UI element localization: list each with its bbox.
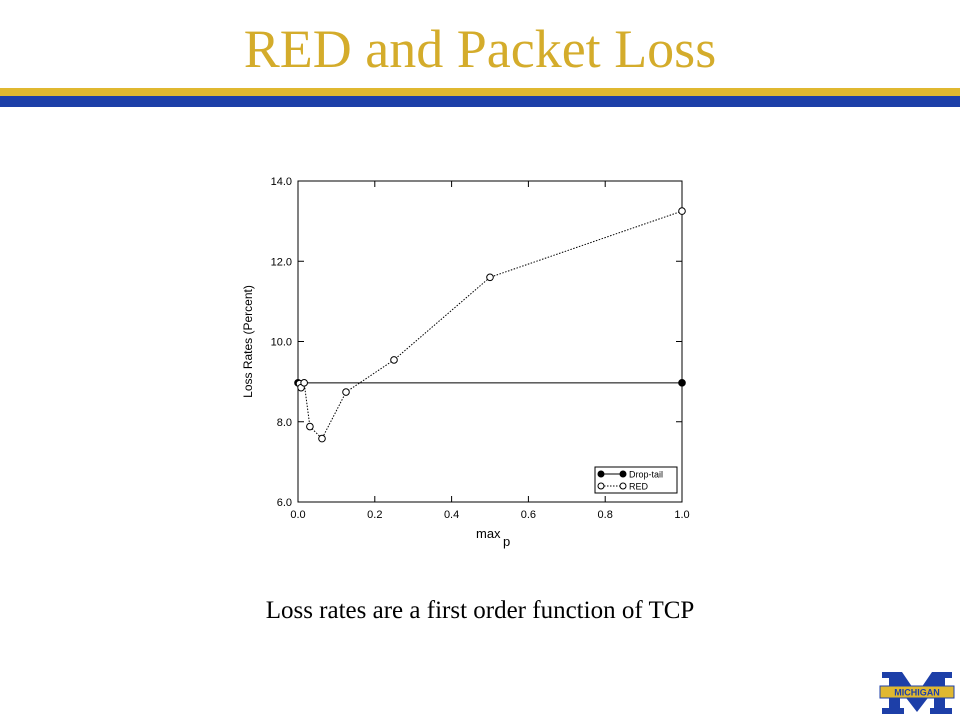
y-tick-label: 14.0 bbox=[271, 176, 292, 188]
data-point bbox=[390, 356, 398, 364]
legend-box bbox=[594, 466, 678, 494]
y-axis-label: Loss Rates (Percent) bbox=[241, 285, 255, 398]
caption: Loss rates are a first order function of… bbox=[266, 597, 695, 624]
data-point bbox=[300, 379, 308, 387]
data-point bbox=[342, 388, 350, 396]
y-tick-label: 12.0 bbox=[271, 256, 292, 268]
logo-band bbox=[879, 685, 955, 699]
legend-marker bbox=[619, 470, 627, 478]
legend-marker bbox=[597, 482, 605, 490]
x-tick-label: 0.2 bbox=[367, 509, 382, 521]
data-point bbox=[678, 379, 686, 387]
data-point bbox=[306, 422, 314, 431]
y-tick-label: 8.0 bbox=[277, 417, 292, 429]
x-tick-label: 0.0 bbox=[290, 509, 305, 521]
gold-stripe bbox=[0, 88, 960, 96]
x-tick-label: 1.0 bbox=[674, 509, 689, 521]
legend-marker bbox=[597, 470, 605, 478]
blue-stripe bbox=[0, 96, 960, 107]
y-tick-label: 6.0 bbox=[277, 497, 292, 509]
x-tick-label: 0.8 bbox=[598, 509, 613, 521]
data-point bbox=[486, 273, 494, 282]
legend-label: RED bbox=[629, 482, 649, 492]
series-line bbox=[299, 210, 683, 440]
x-axis-label: max bbox=[476, 526, 501, 541]
logo-text: MICHIGAN bbox=[894, 688, 940, 698]
y-tick-label: 10.0 bbox=[271, 337, 292, 349]
x-tick-label: 0.4 bbox=[444, 509, 459, 521]
x-axis-label-subscript: p bbox=[503, 534, 510, 549]
logo-m bbox=[882, 672, 952, 714]
legend-label: Drop-tail bbox=[629, 470, 663, 480]
michigan-logo: MICHIGAN bbox=[879, 672, 955, 714]
data-point bbox=[678, 207, 686, 215]
slide-title: RED and Packet Loss bbox=[244, 19, 716, 79]
x-tick-label: 0.6 bbox=[521, 509, 536, 521]
plot-frame bbox=[297, 180, 683, 503]
legend-marker bbox=[619, 482, 627, 490]
data-point bbox=[318, 434, 326, 443]
